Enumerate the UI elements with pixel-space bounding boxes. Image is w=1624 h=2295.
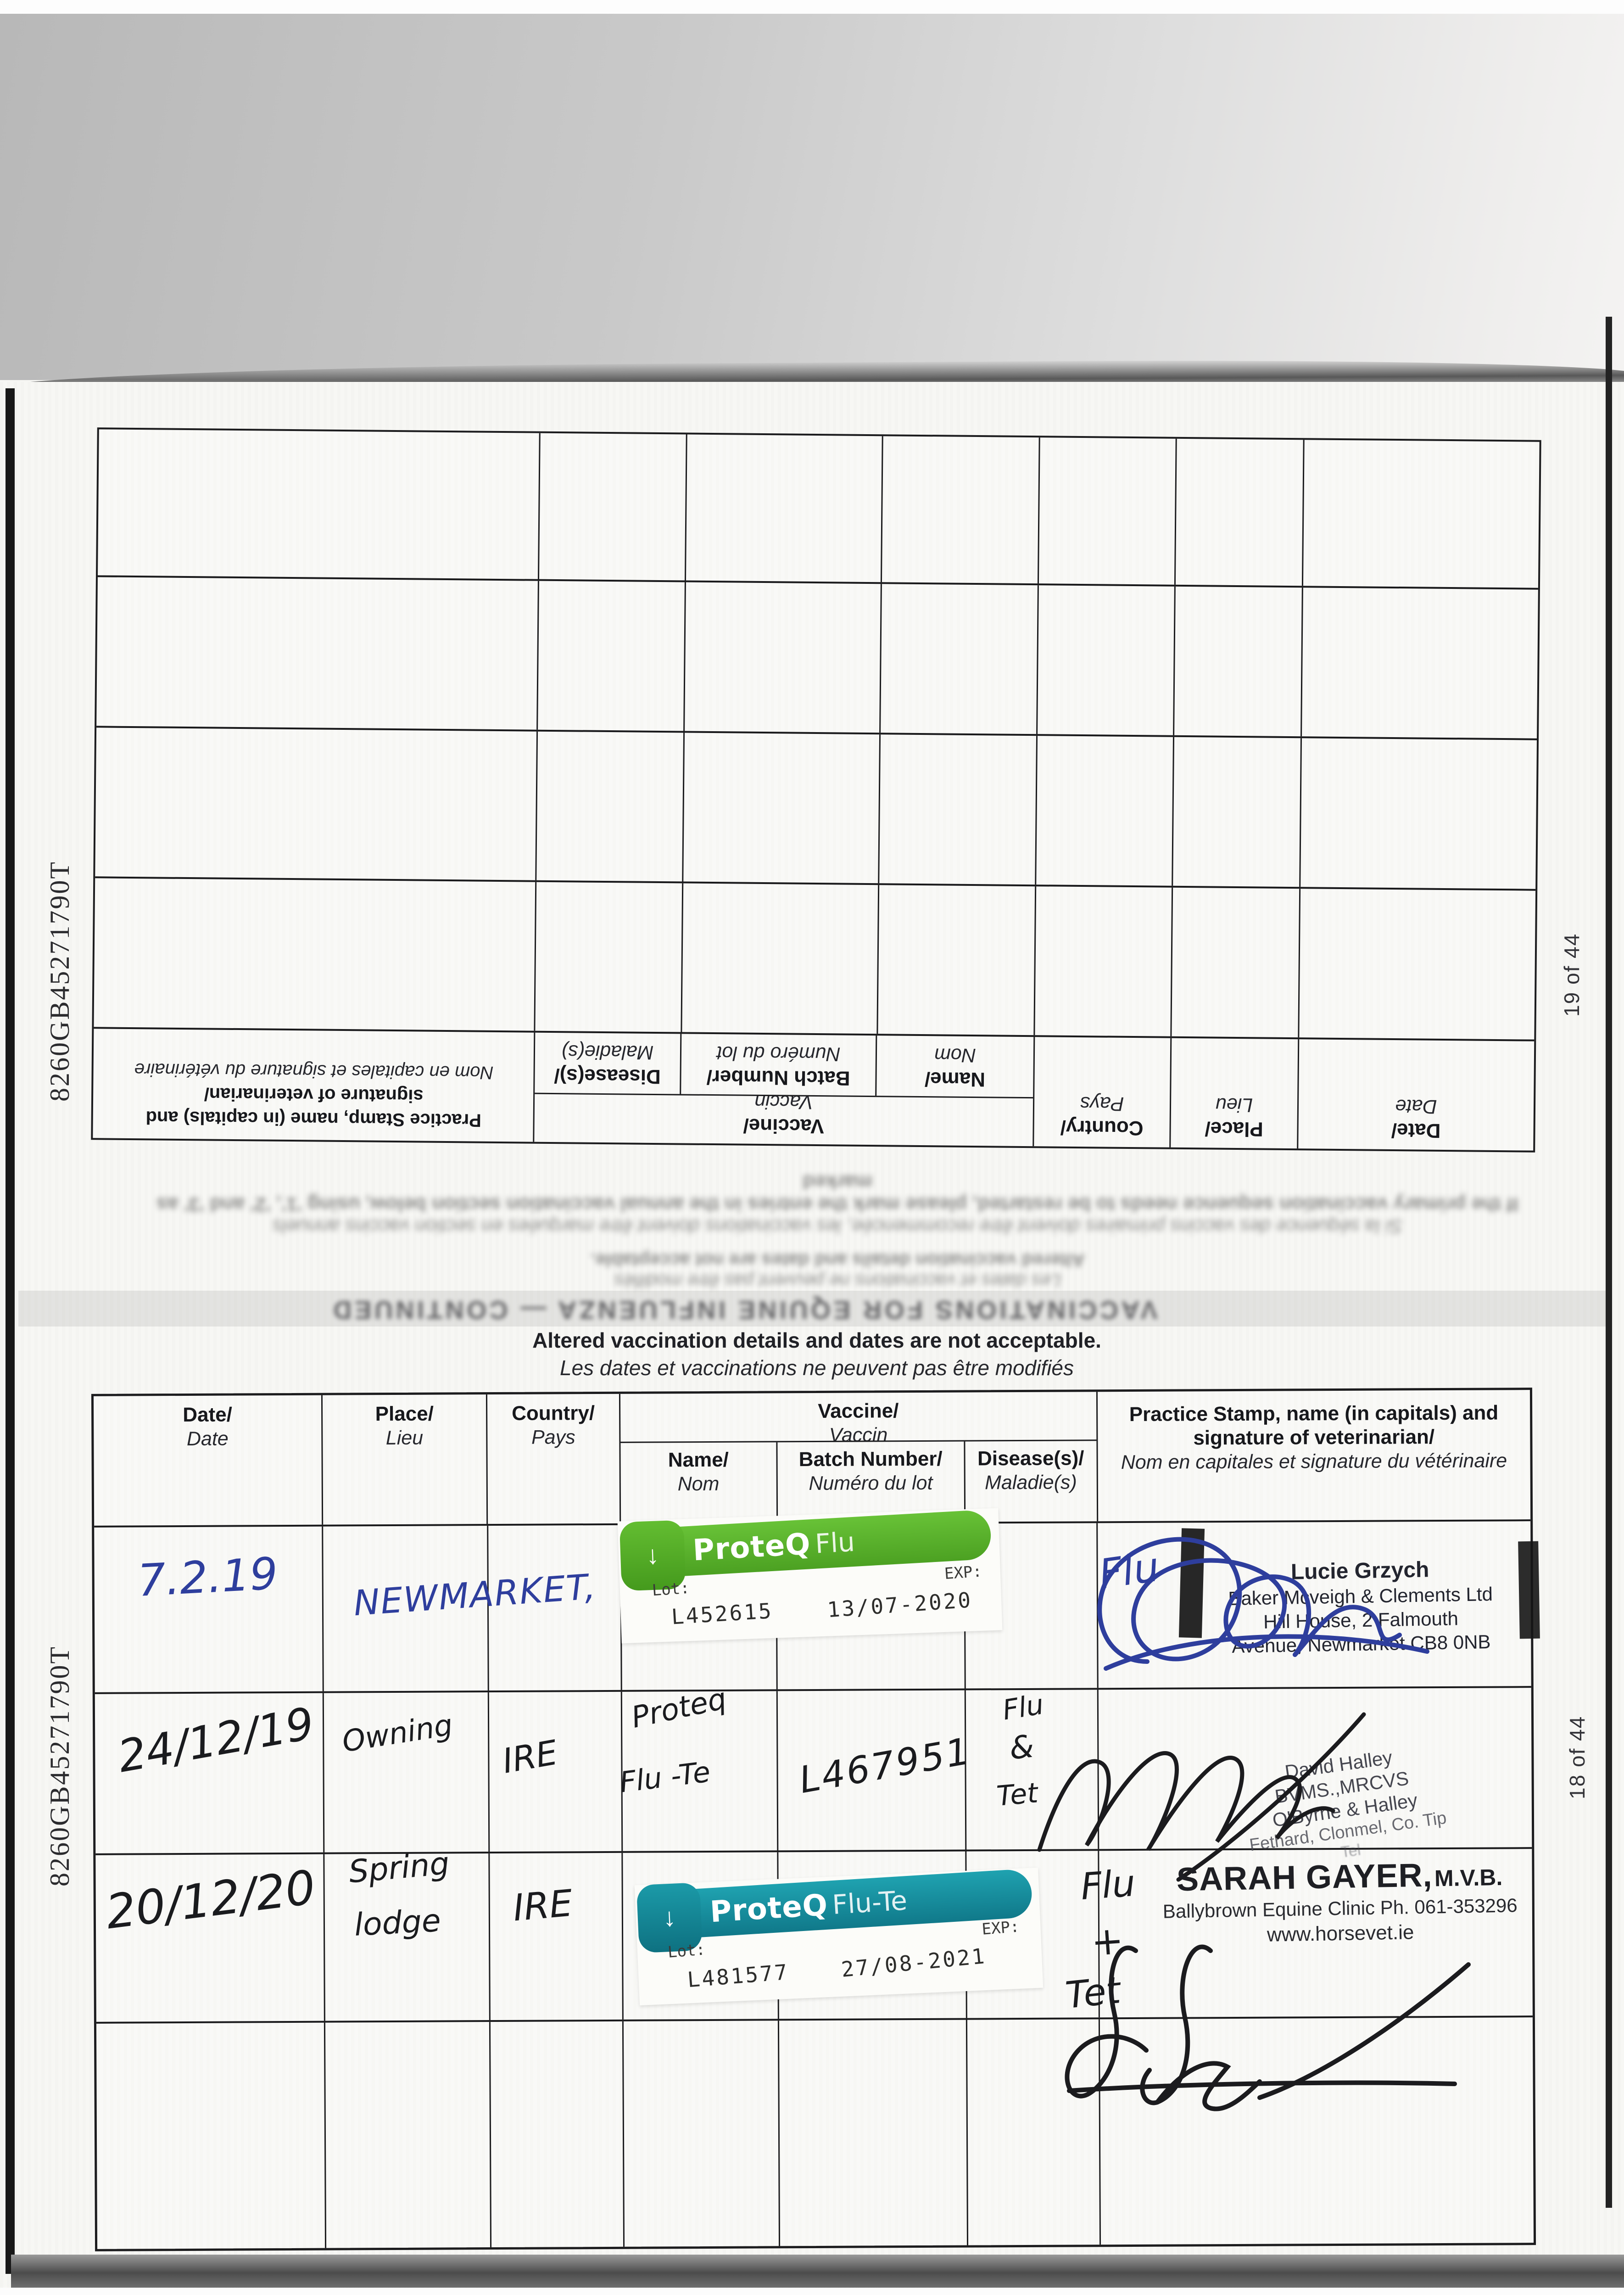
header-vaccine-group: Vaccine/ Vaccin Name/ Nom Batch Number/ … xyxy=(619,1392,1097,1523)
scan-right-edge xyxy=(1606,317,1612,2208)
passport-number-top: 8260GB45271790T xyxy=(45,861,75,1102)
vaccine-sticker-proteqflu: ProteQ Flu ↓ Lot: EXP: L452615 13/07-202… xyxy=(617,1508,1003,1644)
passport-number-bottom: 8260GB45271790T xyxy=(45,1646,75,1886)
vet-signature-2 xyxy=(1037,1712,1366,1882)
top-header-country: Country/ Pays xyxy=(1034,1037,1172,1148)
header-practice: Practice Stamp, name (in capitals) and s… xyxy=(1096,1390,1531,1522)
scan-artifact-bar xyxy=(1518,1541,1540,1639)
vet-signature-3 xyxy=(1065,1944,1471,2111)
showthrough-banner-text: VACCINATIONS FOR EQUINE INFLUENZA — CONT… xyxy=(330,1296,1158,1325)
top-header-date: Date/ Date xyxy=(1391,1095,1441,1142)
scanner-background xyxy=(0,13,1624,380)
entry-disease-3-line1: Flu xyxy=(1079,1861,1137,1909)
top-header-practice: Practice Stamp, name (in capitals) and s… xyxy=(94,1029,536,1142)
top-header-vaccine-group: Vaccine/ Vaccin Name/ Nom Batch Number/ … xyxy=(534,1032,1035,1147)
scan-top-strip xyxy=(0,0,1624,14)
arrow-down-icon: ↓ xyxy=(646,1539,660,1569)
header-name: Name/ Nom xyxy=(668,1448,729,1495)
vet-signature-1 xyxy=(1097,1537,1429,1671)
lot-number: L452615 xyxy=(670,1598,774,1629)
entry-country-3: IRE xyxy=(511,1881,575,1930)
sticker-variant: Flu xyxy=(814,1526,856,1560)
vet-name: SARAH GAYER, xyxy=(1176,1857,1433,1898)
sticker-brand: ProteQ xyxy=(692,1527,812,1568)
table-row xyxy=(94,878,1536,1041)
sticker-variant: Flu-Te xyxy=(831,1885,908,1920)
top-vaccination-table: Date/ Date Place/ Lieu Country/ Pays Vac… xyxy=(91,427,1541,1153)
lot-label: Lot: xyxy=(667,1940,706,1962)
header-place: Place/ Lieu xyxy=(321,1394,487,1525)
page-number-bottom: 18 of 44 xyxy=(1565,1715,1589,1799)
scan-bottom-strip xyxy=(0,2288,1624,2295)
entry-date-1: 7.2.19 xyxy=(136,1548,279,1606)
table-row xyxy=(97,429,1540,590)
page-number-top: 19 of 44 xyxy=(1560,933,1584,1017)
top-header-batch: Batch Number/ Numéro du lot xyxy=(681,1034,877,1096)
lot-label: Lot: xyxy=(651,1579,691,1600)
table-row xyxy=(96,577,1538,740)
arrow-down-icon: ↓ xyxy=(662,1902,677,1932)
showthrough-text: Les dates et vaccinations ne peuvent pas… xyxy=(156,1171,1518,1291)
exp-date: 27/08-2021 xyxy=(840,1943,988,1982)
scan-left-edge xyxy=(6,388,15,2274)
paper-surface xyxy=(0,382,1624,2295)
sticker-brand: ProteQ xyxy=(709,1888,829,1930)
exp-date: 13/07-2020 xyxy=(826,1587,973,1623)
header-country: Country/ Pays xyxy=(486,1394,619,1524)
top-header-place: Place/ Lieu xyxy=(1171,1038,1300,1149)
top-header-disease: Disease(s)/ Maladie(s) xyxy=(535,1032,682,1094)
showthrough-banner-strip xyxy=(18,1291,1606,1327)
notice-fr: Les dates et vaccinations ne peuvent pas… xyxy=(559,1356,1074,1380)
notice-en: Altered vaccination details and dates ar… xyxy=(532,1328,1101,1352)
top-header-name: Name/ Nom xyxy=(924,1044,986,1091)
table-row xyxy=(95,728,1537,891)
entry-place-3-line2: lodge xyxy=(353,1903,442,1943)
vet-title: M.V.B. xyxy=(1434,1864,1503,1892)
vaccine-sticker-proteqflute: ProteQ Flu-Te ↓ Lot: EXP: L481577 27/08-… xyxy=(634,1867,1044,2006)
scan-bottom-edge xyxy=(11,2255,1624,2288)
exp-label: EXP: xyxy=(981,1917,1020,1939)
header-date: Date/ Date xyxy=(183,1403,233,1450)
notice: Altered vaccination details and dates ar… xyxy=(459,1328,1175,1380)
exp-label: EXP: xyxy=(943,1562,983,1584)
lot-number: L481577 xyxy=(686,1959,790,1993)
entry-disease-2-line2: & xyxy=(1008,1728,1036,1767)
